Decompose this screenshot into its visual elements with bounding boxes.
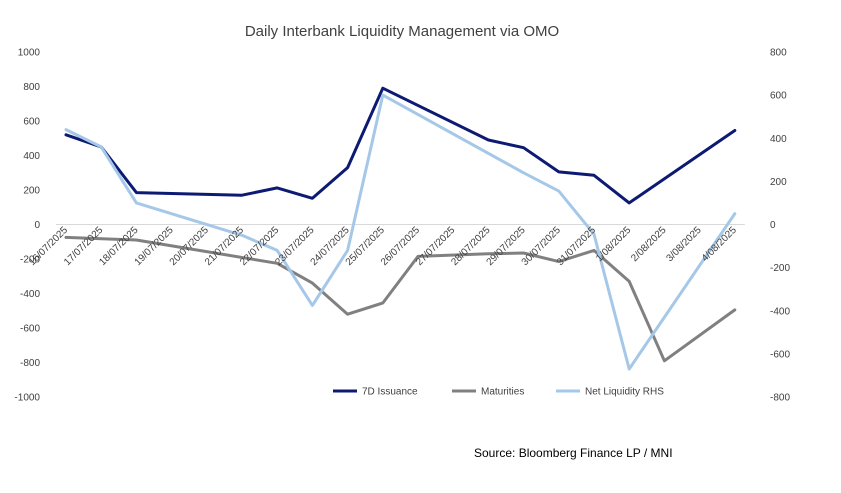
left-tick-label: 600 xyxy=(23,117,40,128)
data-point xyxy=(522,146,525,149)
right-tick-label: -200 xyxy=(770,263,790,274)
left-tick-label: 1000 xyxy=(18,48,41,59)
data-point xyxy=(592,233,596,236)
data-point xyxy=(64,236,68,239)
data-point xyxy=(240,234,244,237)
data-point xyxy=(276,249,279,252)
left-tick-label: 800 xyxy=(23,82,40,93)
data-point xyxy=(733,308,736,312)
data-point xyxy=(240,193,244,197)
x-axis: 16/07/202517/07/202518/07/202519/07/2025… xyxy=(27,225,739,268)
left-tick-label: -1000 xyxy=(14,393,40,404)
right-tick-label: 400 xyxy=(770,134,787,145)
data-point xyxy=(381,87,384,90)
data-point xyxy=(733,212,736,215)
data-point xyxy=(628,201,631,205)
left-axis: 1000 800 600 400 200 0 -200 -400 -600 -800 -1000 xyxy=(14,48,40,404)
data-point xyxy=(135,238,138,242)
data-point xyxy=(557,189,560,193)
data-point xyxy=(276,262,279,265)
series-line-maturities xyxy=(64,235,737,363)
data-point xyxy=(628,367,631,371)
legend-label: Net Liquidity RHS xyxy=(585,387,664,398)
data-point xyxy=(592,249,596,252)
x-tick-label: 31/07/2025 xyxy=(555,225,598,268)
data-point xyxy=(311,281,314,285)
right-tick-label: 0 xyxy=(770,220,776,231)
legend-label: 7D Issuance xyxy=(362,387,418,398)
data-point xyxy=(522,171,525,174)
series-line-7d-issuance xyxy=(64,86,737,205)
right-tick-label: 200 xyxy=(770,177,787,188)
data-point xyxy=(276,186,279,190)
data-point xyxy=(135,201,138,205)
right-axis: 800 600 400 200 0 -200 -400 -600 -800 xyxy=(770,48,790,404)
right-tick-label: -600 xyxy=(770,349,790,360)
x-tick-label: 1/08/2025 xyxy=(594,225,634,265)
data-point xyxy=(557,260,560,263)
data-point xyxy=(416,255,420,258)
right-tick-label: 600 xyxy=(770,91,787,102)
left-tick-label: -800 xyxy=(20,358,40,369)
data-point xyxy=(100,145,103,149)
data-point xyxy=(487,252,490,256)
data-point xyxy=(663,359,666,362)
right-tick-label: -400 xyxy=(770,306,790,317)
data-point xyxy=(733,129,736,132)
data-point xyxy=(311,304,314,307)
data-point xyxy=(487,138,490,142)
right-tick-label: 800 xyxy=(770,48,787,59)
legend-label: Maturities xyxy=(481,387,524,398)
data-point xyxy=(522,251,525,255)
source-note: Source: Bloomberg Finance LP / MNI xyxy=(474,446,673,460)
chart-title: Daily Interbank Liquidity Management via… xyxy=(245,23,559,40)
data-point xyxy=(346,249,349,252)
left-tick-label: 200 xyxy=(23,186,40,197)
left-tick-label: 0 xyxy=(34,220,40,231)
left-tick-label: 400 xyxy=(23,151,40,162)
left-tick-label: -600 xyxy=(20,324,40,335)
left-tick-label: -400 xyxy=(20,289,40,300)
data-point xyxy=(592,174,596,177)
data-point xyxy=(135,191,138,194)
x-tick-label: 2/08/2025 xyxy=(629,225,669,265)
data-point xyxy=(311,197,314,200)
x-tick-label: 4/08/2025 xyxy=(700,225,740,265)
data-point xyxy=(346,166,349,169)
series-layer xyxy=(64,86,737,371)
legend: 7D Issuance Maturities Net Liquidity RHS xyxy=(333,387,664,398)
data-point xyxy=(381,93,384,97)
right-tick-label: -800 xyxy=(770,393,790,404)
data-point xyxy=(381,301,384,305)
data-point xyxy=(64,128,68,131)
data-point xyxy=(64,133,68,136)
x-tick-label: 3/08/2025 xyxy=(664,225,704,265)
left-tick-label: -200 xyxy=(20,255,40,266)
data-point xyxy=(346,313,349,316)
data-point xyxy=(557,170,560,174)
data-point xyxy=(628,280,631,283)
